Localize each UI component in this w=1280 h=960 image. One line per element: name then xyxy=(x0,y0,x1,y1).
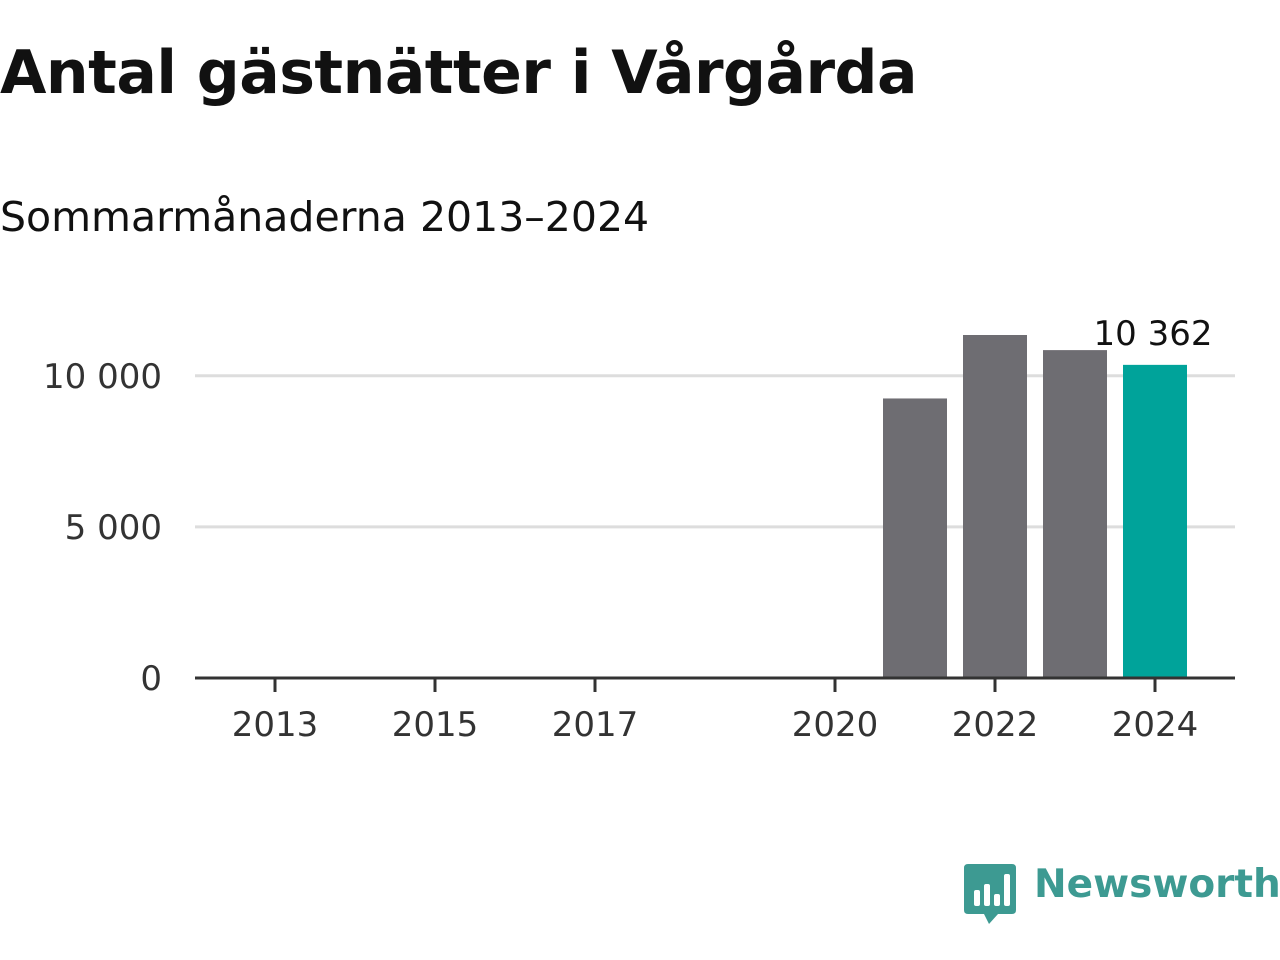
chart-title: Antal gästnätter i Vårgårda xyxy=(0,38,918,108)
x-tick-label: 2020 xyxy=(792,705,879,745)
axes xyxy=(195,676,1235,692)
bars xyxy=(883,335,1187,678)
bar-highlight xyxy=(1123,364,1187,678)
x-tick-label: 2015 xyxy=(392,705,479,745)
bar xyxy=(1043,350,1107,678)
labels: 0 5 000 10 000 10 362 2013 2015 2017 2020 2022 20… xyxy=(43,314,1212,745)
x-tick-label: 2017 xyxy=(552,705,639,745)
chart-speech-bubble-icon xyxy=(964,864,1016,924)
logo-text: Newsworthy xyxy=(1034,862,1280,907)
y-tick-label: 5 000 xyxy=(65,508,162,548)
y-tick-label: 10 000 xyxy=(43,357,162,397)
y-tick-label: 0 xyxy=(140,659,162,699)
x-tick-label: 2022 xyxy=(952,705,1039,745)
x-tick-label: 2013 xyxy=(232,705,319,745)
chart-subtitle: Sommarmånaderna 2013–2024 xyxy=(0,193,650,241)
bar xyxy=(883,398,947,678)
x-tick-label: 2024 xyxy=(1112,705,1199,745)
data-label: 10 362 xyxy=(1094,314,1213,354)
newsworthy-logo: Newsworthy xyxy=(964,862,1280,928)
bar xyxy=(963,335,1027,678)
